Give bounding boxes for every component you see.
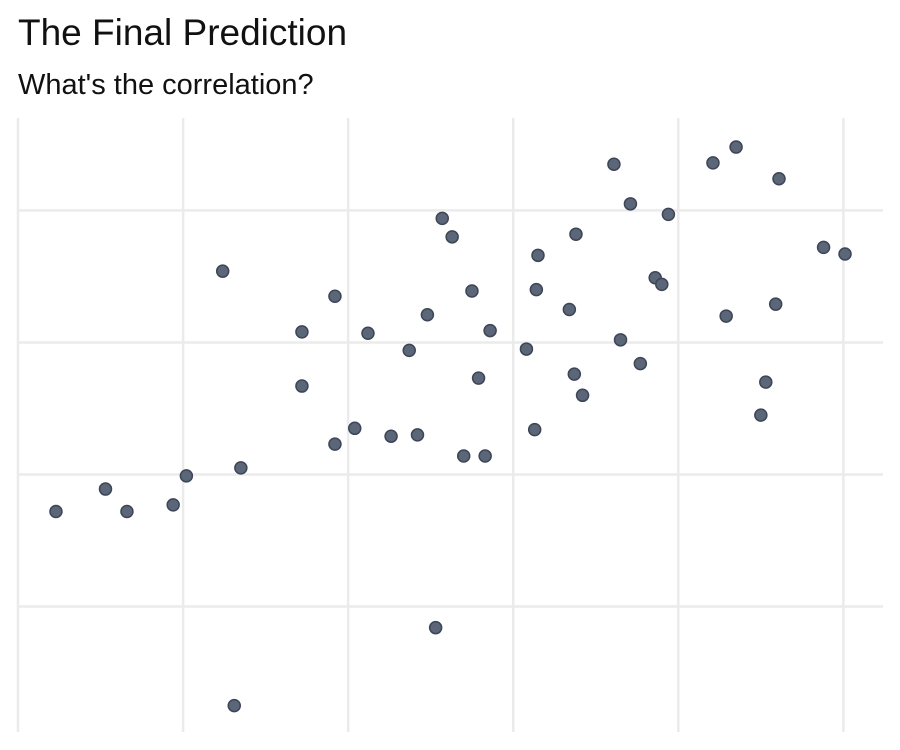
point bbox=[531, 248, 545, 263]
point bbox=[613, 333, 628, 347]
point bbox=[456, 449, 471, 463]
point bbox=[402, 343, 416, 358]
point bbox=[575, 388, 590, 403]
point bbox=[328, 289, 342, 304]
point bbox=[227, 698, 241, 713]
point bbox=[361, 326, 375, 340]
point bbox=[772, 171, 786, 186]
point bbox=[519, 342, 534, 356]
point bbox=[569, 227, 583, 241]
point bbox=[607, 157, 621, 171]
point bbox=[234, 461, 248, 475]
point bbox=[166, 498, 180, 512]
point bbox=[420, 307, 435, 322]
point bbox=[98, 482, 113, 496]
point bbox=[428, 620, 443, 635]
point bbox=[179, 469, 194, 483]
point bbox=[655, 277, 669, 292]
point bbox=[623, 197, 638, 211]
point bbox=[471, 371, 486, 385]
point bbox=[435, 211, 449, 226]
point bbox=[729, 140, 743, 154]
point bbox=[527, 422, 542, 437]
point bbox=[49, 504, 63, 519]
point bbox=[838, 247, 852, 261]
point bbox=[465, 284, 479, 298]
point bbox=[410, 428, 425, 442]
point bbox=[384, 429, 398, 443]
point bbox=[719, 309, 733, 323]
point bbox=[816, 240, 831, 255]
point bbox=[633, 356, 648, 371]
point bbox=[478, 449, 492, 463]
point bbox=[562, 302, 577, 317]
point bbox=[483, 323, 497, 338]
point bbox=[295, 379, 309, 393]
chart-subtitle: What's the correlation? bbox=[18, 69, 314, 101]
point bbox=[295, 325, 309, 339]
point bbox=[529, 282, 544, 297]
chart-title: The Final Prediction bbox=[18, 12, 347, 53]
point bbox=[754, 408, 768, 422]
point bbox=[567, 367, 582, 381]
point bbox=[348, 421, 362, 436]
point bbox=[328, 437, 342, 451]
point bbox=[706, 156, 720, 170]
point bbox=[445, 230, 459, 244]
point bbox=[661, 207, 676, 222]
point bbox=[768, 297, 783, 311]
point bbox=[215, 264, 230, 278]
point bbox=[120, 504, 134, 519]
point bbox=[759, 375, 773, 389]
